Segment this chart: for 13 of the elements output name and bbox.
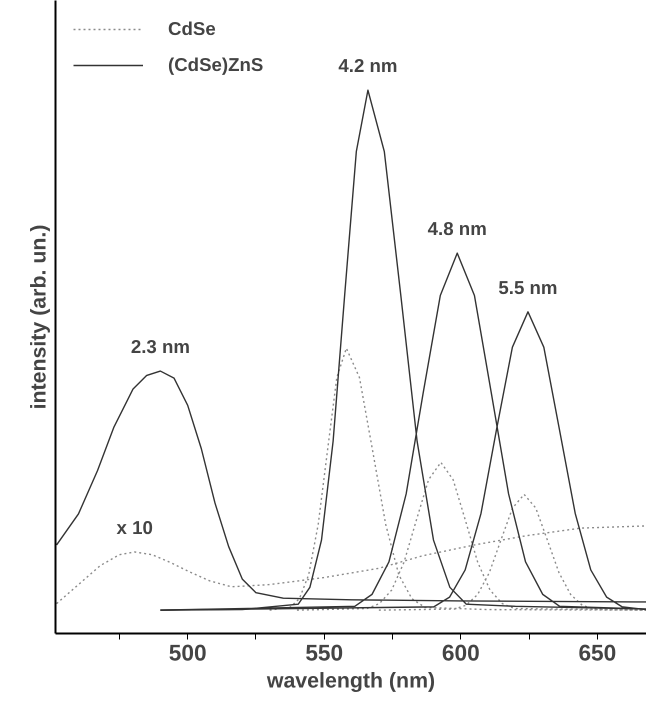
x-tick-label: 550 [305, 640, 344, 666]
annotation: 4.2 nm [338, 55, 398, 76]
x-tick-label: 500 [168, 640, 207, 666]
annotation: x 10 [116, 517, 153, 538]
annotation: 5.5 nm [498, 276, 558, 298]
x-tick-label: 600 [442, 640, 480, 666]
annotation: 2.3 nm [130, 336, 190, 358]
annotation: 4.8 nm [428, 218, 487, 240]
x-axis-title: wavelength (nm) [266, 668, 436, 692]
x-tick-label: 650 [578, 640, 616, 666]
legend-label: (CdSe)ZnS [168, 54, 264, 76]
y-axis-title: intensity (arb. un.) [26, 224, 50, 410]
legend-label: CdSe [168, 18, 216, 40]
